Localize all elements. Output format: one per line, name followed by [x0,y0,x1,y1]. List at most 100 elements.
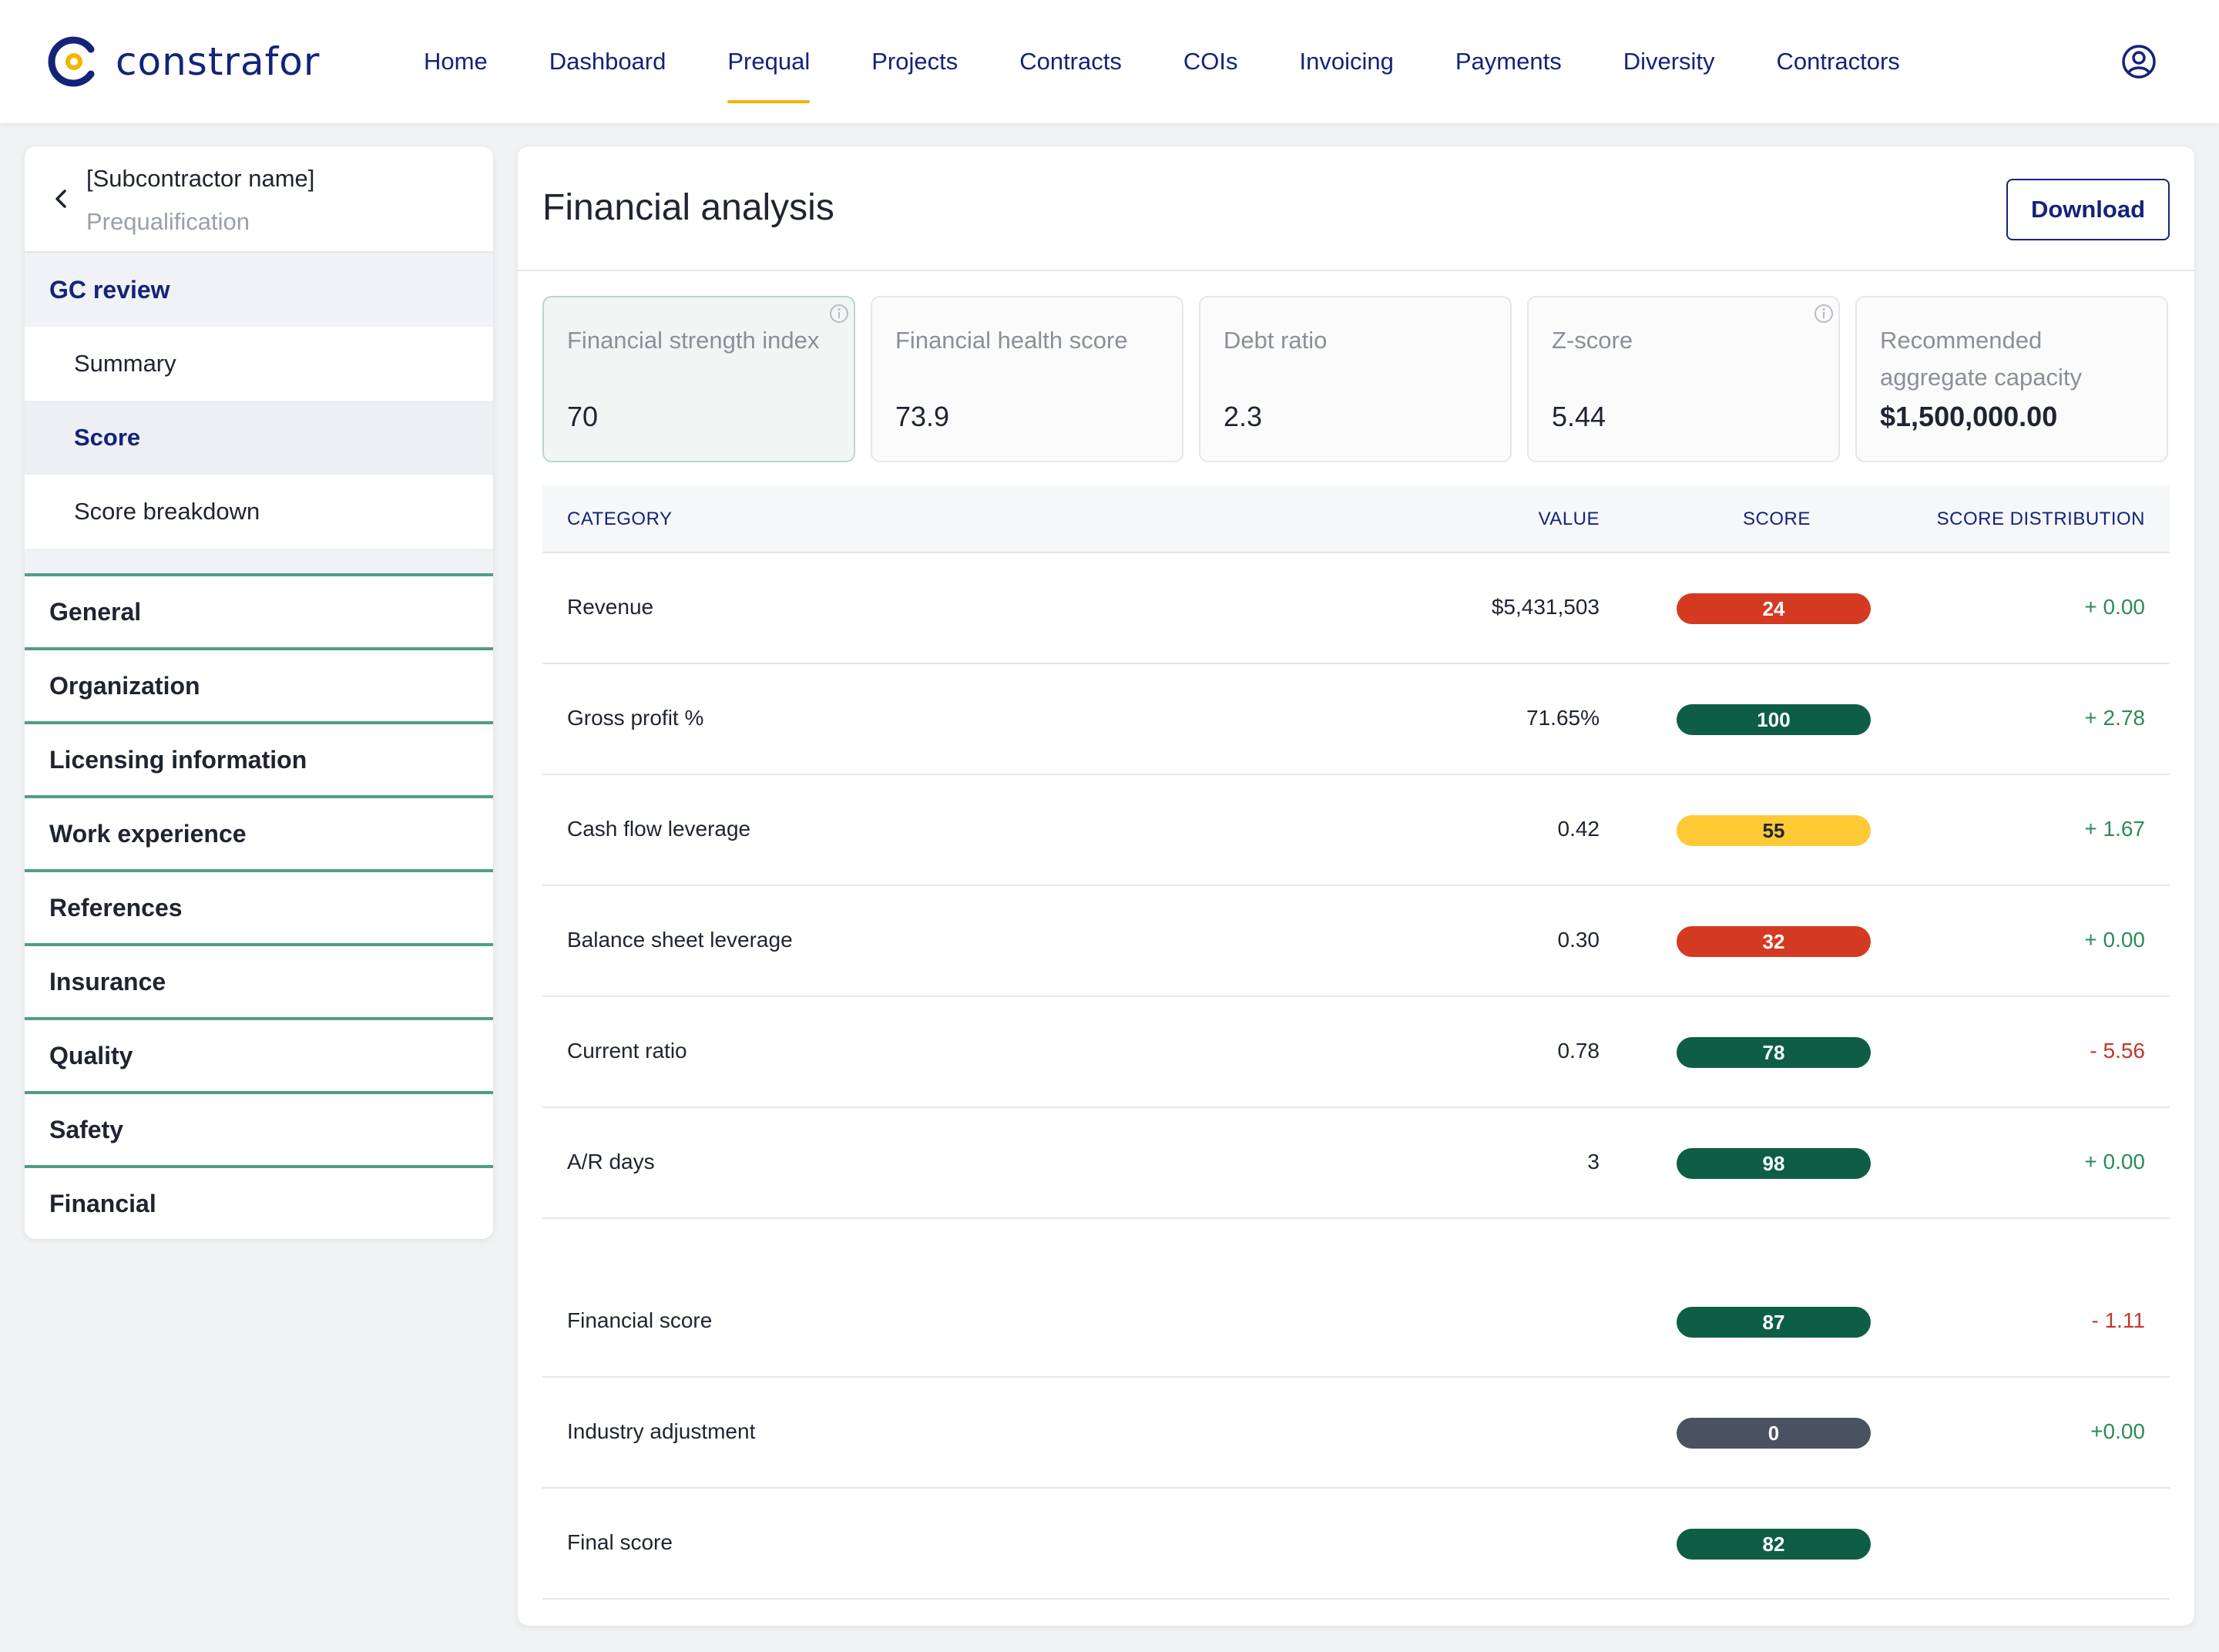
nav-invoicing[interactable]: Invoicing [1299,48,1394,75]
cell-value: 3 [1587,1150,1600,1174]
sidebar-item-score[interactable]: Score [25,401,493,475]
sidebar-section-work-experience[interactable]: Work experience [25,795,493,869]
table-row: Balance sheet leverage 0.30 32 + 0.00 [542,886,2170,997]
sidebar-header: [Subcontractor name] Prequalification [25,146,493,253]
score-badge: 98 [1677,1148,1871,1179]
metric-card-z-score[interactable]: Z-score 5.44 [1527,296,1840,462]
cell-category: Cash flow leverage [567,817,751,841]
cell-score-distribution: - 5.56 [2090,1039,2145,1063]
table-row: A/R days 3 98 + 0.00 [542,1108,2170,1219]
sidebar-section-references[interactable]: References [25,869,493,943]
metric-value: 5.44 [1552,401,1606,432]
nav-payments[interactable]: Payments [1455,48,1562,75]
cell-score-distribution: + 0.00 [2084,1150,2145,1174]
metric-value: 73.9 [895,401,950,432]
sidebar-section-financial[interactable]: Financial [25,1165,493,1239]
sidebar-section-organization[interactable]: Organization [25,647,493,721]
cell-score-distribution: + 1.67 [2084,817,2145,841]
sidebar: [Subcontractor name] Prequalification GC… [25,146,493,1239]
score-badge: 87 [1677,1307,1871,1338]
table-row: Industry adjustment 0 +0.00 [542,1378,2170,1489]
brand-logo[interactable]: constrafor [48,34,325,89]
nav-projects[interactable]: Projects [871,48,958,75]
nav-home[interactable]: Home [424,48,488,75]
cell-category: Industry adjustment [567,1419,756,1443]
constrafor-logo-icon [48,36,95,87]
download-button[interactable]: Download [2006,179,2170,240]
cell-category: Balance sheet leverage [567,928,793,952]
table-body: Revenue $5,431,503 24 + 0.00 Gross profit % 7… [542,553,2170,1600]
metric-label: Debt ratio [1224,327,1328,354]
score-badge: 55 [1677,815,1871,846]
cell-score-distribution: + 0.00 [2084,595,2145,619]
sidebar-section-general[interactable]: General [25,573,493,647]
sidebar-section-quality[interactable]: Quality [25,1017,493,1091]
score-badge: 32 [1677,926,1871,957]
sidebar-item-summary[interactable]: Summary [25,327,493,401]
column-header-score-distribution: SCORE DISTRIBUTION [1936,509,2145,529]
top-navigation-bar: constrafor Home Dashboard Prequal Projec… [0,0,2219,123]
subcontractor-caption: Prequalification [86,208,250,235]
cell-value: 0.78 [1557,1039,1600,1063]
metric-label: Z-score [1552,327,1633,354]
page-title: Financial analysis [542,187,834,228]
metric-label: Financial strength index [567,327,820,354]
financial-analysis-panel: Financial analysis Download Financial st… [518,146,2194,1626]
metric-label: Financial health score [895,327,1128,354]
table-row: Revenue $5,431,503 24 + 0.00 [542,553,2170,664]
column-header-category: CATEGORY [567,509,673,529]
metric-card-debt-ratio[interactable]: Debt ratio 2.3 [1199,296,1512,462]
table-header: CATEGORY VALUE SCORE SCORE DISTRIBUTION [542,485,2170,553]
user-circle-icon[interactable] [2120,43,2157,80]
nav-contracts[interactable]: Contracts [1019,48,1122,75]
score-badge: 100 [1677,704,1871,735]
cell-score-distribution: + 2.78 [2084,706,2145,730]
cell-value: 0.42 [1557,817,1600,841]
metric-card-financial-strength-index[interactable]: Financial strength index 70 [542,296,855,462]
cell-category: A/R days [567,1150,655,1174]
nav-contractors[interactable]: Contractors [1776,48,1900,75]
cell-score-distribution: +0.00 [2090,1419,2145,1443]
sidebar-section-insurance[interactable]: Insurance [25,943,493,1017]
nav-dashboard[interactable]: Dashboard [549,48,666,75]
sidebar-item-score-breakdown[interactable]: Score breakdown [25,475,493,549]
metric-value: 2.3 [1224,401,1263,432]
cell-category: Financial score [567,1308,713,1332]
cell-score-distribution: + 0.00 [2084,928,2145,952]
score-table: CATEGORY VALUE SCORE SCORE DISTRIBUTION … [542,485,2170,1600]
panel-header: Financial analysis Download [518,146,2194,271]
column-header-score: SCORE [1743,509,1811,529]
table-row: Financial score 87 - 1.11 [542,1267,2170,1378]
table-row: Gross profit % 71.65% 100 + 2.78 [542,664,2170,775]
cell-category: Final score [567,1530,673,1554]
cell-category: Current ratio [567,1039,687,1063]
score-badge: 0 [1677,1418,1871,1449]
sidebar-spacer [25,549,493,573]
info-icon[interactable] [829,304,849,324]
score-badge: 24 [1677,593,1871,624]
metric-value: $1,500,000.00 [1880,401,2058,432]
metric-card-financial-health-score[interactable]: Financial health score 73.9 [871,296,1183,462]
table-row: Final score 82 [542,1489,2170,1600]
info-icon[interactable] [1814,304,1834,324]
sidebar-group-gc-review[interactable]: GC review [25,253,493,327]
nav-prequal[interactable]: Prequal [697,0,841,123]
cell-category: Revenue [567,595,654,619]
table-gap [542,1219,2170,1267]
nav-cois[interactable]: COIs [1183,48,1238,75]
cell-value: 71.65% [1526,706,1600,730]
cell-value: $5,431,503 [1491,595,1600,619]
table-row: Current ratio 0.78 78 - 5.56 [542,997,2170,1108]
brand-name: constrafor [116,39,321,84]
metric-card-recommended-aggregate-capacity[interactable]: Recommended aggregate capacity $1,500,00… [1855,296,2168,462]
metric-label: Recommended aggregate capacity [1880,327,2082,391]
cell-value: 0.30 [1557,928,1600,952]
sidebar-section-licensing[interactable]: Licensing information [25,721,493,795]
subcontractor-name: [Subcontractor name] [86,165,315,192]
main-nav: Home Dashboard Prequal Projects Contract… [393,0,1931,123]
cell-category: Gross profit % [567,706,704,730]
nav-diversity[interactable]: Diversity [1623,48,1715,75]
chevron-left-icon[interactable] [48,185,76,213]
sidebar-section-safety[interactable]: Safety [25,1091,493,1165]
cell-score-distribution: - 1.11 [2091,1308,2145,1332]
